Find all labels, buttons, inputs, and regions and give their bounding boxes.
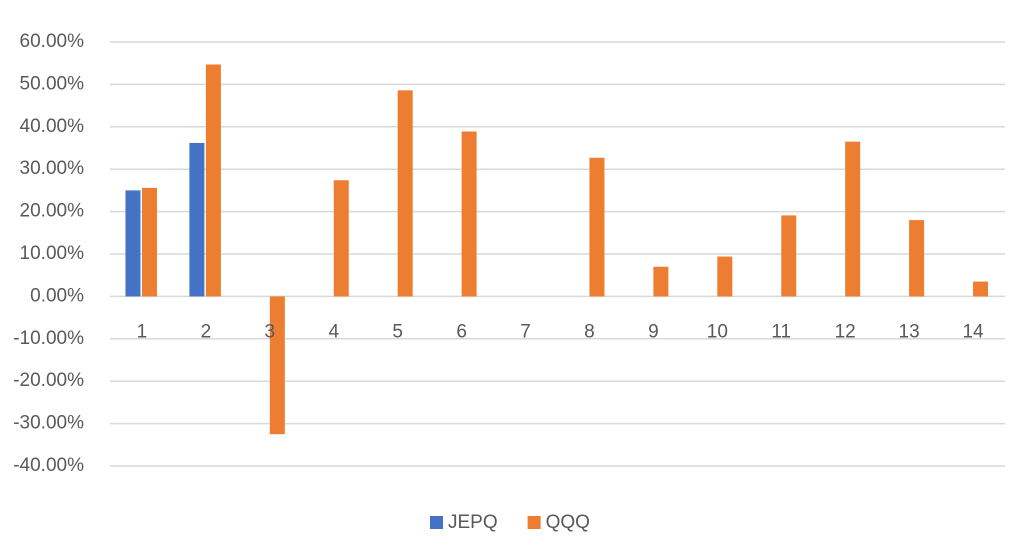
y-tick-label: 10.00% <box>20 243 85 264</box>
legend-swatch <box>527 516 541 529</box>
bar <box>397 90 413 297</box>
bar <box>189 142 205 297</box>
x-tick-label: 14 <box>962 321 984 342</box>
bar <box>125 190 141 297</box>
bar <box>333 180 349 297</box>
x-tick-label: 7 <box>520 321 531 342</box>
bar <box>909 220 925 297</box>
legend-label: JEPQ <box>448 512 498 533</box>
x-tick-label: 1 <box>137 321 148 342</box>
bar <box>653 266 669 297</box>
x-tick-label: 11 <box>771 321 791 342</box>
x-tick-label: 6 <box>456 321 467 342</box>
x-tick-label: 12 <box>835 321 856 342</box>
x-tick-label: 4 <box>328 321 339 342</box>
x-tick-label: 2 <box>201 321 212 342</box>
bar <box>781 215 797 297</box>
y-tick-label: -20.00% <box>13 370 84 391</box>
bar <box>845 141 861 297</box>
x-tick-label: 8 <box>584 321 595 342</box>
bar <box>717 256 733 297</box>
x-tick-label: 13 <box>899 321 920 342</box>
x-tick-label: 3 <box>265 321 276 342</box>
x-tick-label: 9 <box>648 321 659 342</box>
y-tick-label: 30.00% <box>20 158 85 179</box>
y-tick-label: -40.00% <box>13 455 84 476</box>
y-tick-label: -30.00% <box>13 413 84 434</box>
y-tick-label: 20.00% <box>20 201 85 222</box>
x-tick-label: 10 <box>707 321 728 342</box>
y-tick-label: -10.00% <box>13 328 84 349</box>
legend-label: QQQ <box>546 512 590 533</box>
y-tick-label: 60.00% <box>20 31 85 52</box>
bar <box>589 157 605 297</box>
y-tick-label: 40.00% <box>20 116 85 137</box>
bar <box>141 187 157 297</box>
legend-swatch <box>430 516 443 529</box>
bar <box>205 64 221 297</box>
bar <box>973 281 989 297</box>
x-tick-label: 5 <box>392 321 403 342</box>
bar <box>461 131 477 297</box>
y-tick-label: 50.00% <box>20 73 85 94</box>
y-tick-label: 0.00% <box>30 285 84 306</box>
bar <box>269 296 285 435</box>
